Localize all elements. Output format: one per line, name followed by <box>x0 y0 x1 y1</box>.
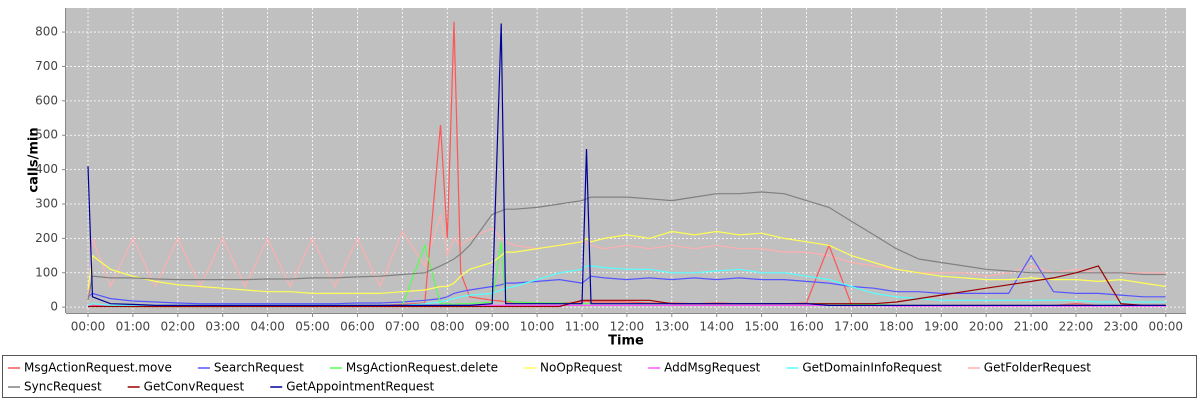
legend-item: MsgActionRequest.move <box>8 361 172 375</box>
y-tick-label: 400 <box>35 162 58 176</box>
y-tick-label: 700 <box>35 59 58 73</box>
legend-item: GetFolderRequest <box>967 361 1092 375</box>
x-tick-label: 17:00 <box>834 320 869 334</box>
x-tick-label: 22:00 <box>1059 320 1094 334</box>
legend-item: GetConvRequest <box>127 380 245 394</box>
x-tick-label: 21:00 <box>1014 320 1049 334</box>
x-tick-label: 11:00 <box>565 320 600 334</box>
legend-label: NoOpRequest <box>540 361 622 375</box>
x-tick-label: 02:00 <box>161 320 196 334</box>
legend-box <box>2 355 1197 398</box>
x-tick-label: 04:00 <box>250 320 285 334</box>
legend-label: SearchRequest <box>214 361 304 375</box>
legend-label: MsgActionRequest.delete <box>346 361 498 375</box>
legend-label: MsgActionRequest.move <box>24 361 172 375</box>
legend-label: GetConvRequest <box>144 380 245 394</box>
y-axis-title: calls/min <box>27 127 42 192</box>
x-tick-label: 16:00 <box>789 320 824 334</box>
x-tick-label: 03:00 <box>205 320 240 334</box>
plot-background <box>66 8 1186 313</box>
legend-label: GetDomainInfoRequest <box>802 361 942 375</box>
x-tick-label: 01:00 <box>116 320 151 334</box>
x-tick-label: 06:00 <box>340 320 375 334</box>
series-line <box>87 230 1166 294</box>
x-tick-label: 05:00 <box>295 320 330 334</box>
x-tick-label: 12:00 <box>610 320 645 334</box>
legend-item: NoOpRequest <box>524 361 622 375</box>
x-tick-label: 15:00 <box>744 320 779 334</box>
legend-label: AddMsgRequest <box>664 361 760 375</box>
series-line <box>87 191 1166 301</box>
x-tick-label: 00:00 <box>1148 320 1183 334</box>
x-tick-label: 08:00 <box>430 320 465 334</box>
y-tick-label: 600 <box>35 93 58 107</box>
legend-label: SyncRequest <box>24 380 102 394</box>
legend-item: SearchRequest <box>197 361 304 375</box>
x-tick-label: 09:00 <box>475 320 510 334</box>
x-tick-label: 14:00 <box>699 320 734 334</box>
x-tick-label: 00:00 <box>71 320 106 334</box>
y-tick-label: 500 <box>35 128 58 142</box>
legend-label: GetAppointmentRequest <box>286 380 434 394</box>
y-tick-label: 800 <box>35 25 58 39</box>
x-tick-label: 13:00 <box>655 320 690 334</box>
x-tick-label: 10:00 <box>520 320 555 334</box>
y-tick-label: 300 <box>35 196 58 210</box>
y-tick-label: 0 <box>50 300 58 314</box>
x-tick-label: 07:00 <box>385 320 420 334</box>
legend-label: GetFolderRequest <box>984 361 1092 375</box>
x-axis-title: Time <box>608 334 644 349</box>
x-tick-label: 20:00 <box>969 320 1004 334</box>
series-line <box>87 23 1166 306</box>
legend-item: GetAppointmentRequest <box>270 380 434 394</box>
y-tick-label: 200 <box>35 231 58 245</box>
x-tick-label: 19:00 <box>924 320 959 334</box>
legend-item: GetDomainInfoRequest <box>786 361 942 375</box>
x-tick-label: 18:00 <box>879 320 914 334</box>
y-tick-label: 100 <box>35 265 58 279</box>
legend-item: MsgActionRequest.delete <box>329 361 498 375</box>
legend-item: SyncRequest <box>8 380 102 394</box>
x-tick-label: 23:00 <box>1104 320 1139 334</box>
legend-item: AddMsgRequest <box>648 361 761 375</box>
